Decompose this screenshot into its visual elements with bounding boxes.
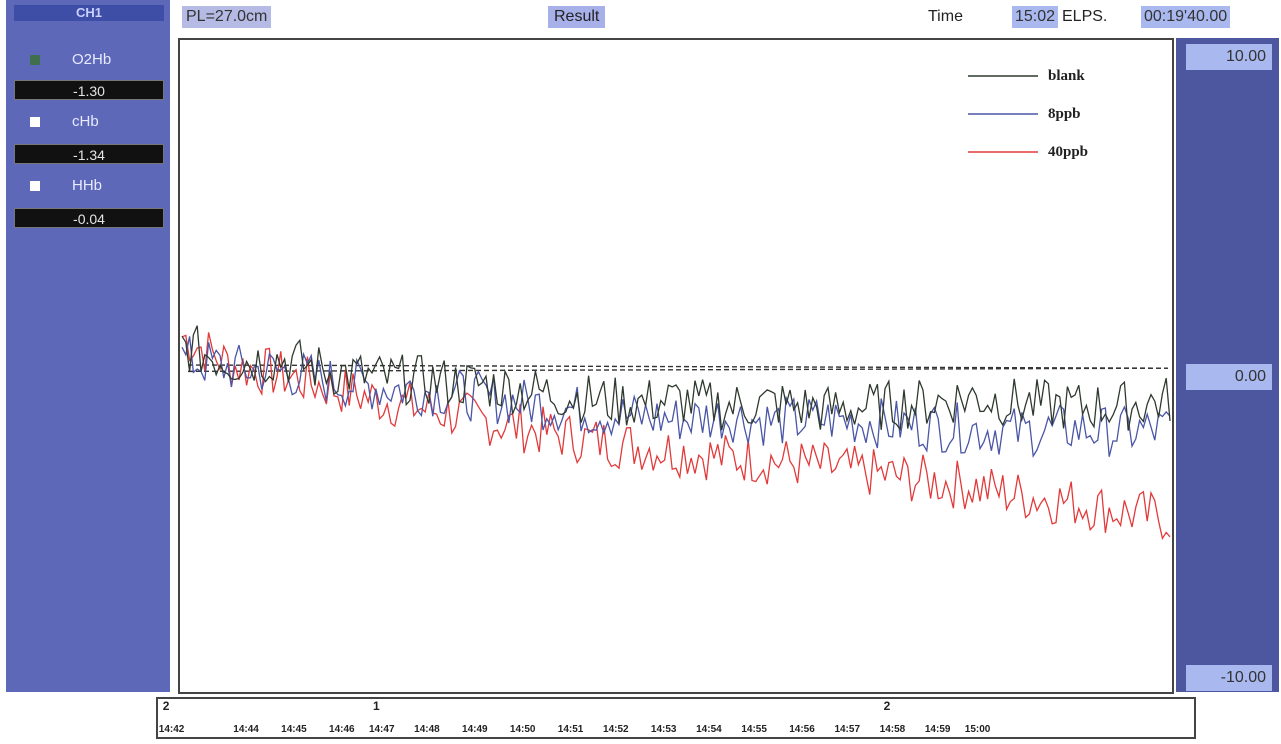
time-tick-label: 14:51: [557, 724, 584, 735]
o2hb-label: O2Hb: [72, 51, 112, 68]
time-tick-label: 14:46: [329, 724, 355, 735]
time-tick-label: 14:52: [603, 724, 629, 735]
hhb-value: -0.04: [14, 208, 164, 228]
o2hb-value: -1.30: [14, 80, 164, 100]
channel-item-o2hb[interactable]: O2Hb: [30, 50, 170, 70]
result-button[interactable]: Result: [548, 6, 606, 28]
time-tick-label: 15:00: [964, 724, 991, 735]
time-tick-label: 14:57: [834, 724, 861, 735]
channel-item-hhb[interactable]: HHb: [30, 176, 170, 196]
channel-item-chb[interactable]: cHb: [30, 112, 170, 132]
time-tick-label: 14:58: [879, 724, 906, 735]
scale-max-label: 10.00: [1186, 44, 1272, 70]
event-marker-label: 2: [883, 699, 891, 713]
chb-value: -1.34: [14, 144, 164, 164]
time-tick-label: 14:56: [789, 724, 815, 735]
time-tick-label: 14:54: [696, 724, 722, 735]
path-length-label: PL=27.0cm: [182, 6, 272, 28]
scale-zero-label: 0.00: [1186, 364, 1272, 390]
series-line-8ppb: [181, 336, 1171, 458]
hhb-label: HHb: [72, 177, 103, 194]
time-value: 15:02: [1012, 6, 1059, 28]
hhb-swatch-icon: [30, 181, 40, 191]
legend-label-blank: blank: [1048, 68, 1085, 84]
time-label: Time: [928, 8, 963, 25]
time-tick-label: 14:47: [368, 724, 395, 735]
series-line-40ppb: [181, 332, 1171, 540]
time-tick-label: 14:49: [462, 724, 488, 735]
elapsed-value: 00:19'40.00: [1141, 6, 1231, 28]
time-tick-label: 14:50: [509, 724, 536, 735]
time-tick-label: 14:55: [741, 724, 767, 735]
channel-header: CH1: [14, 5, 164, 21]
time-tick-label: 14:44: [233, 724, 259, 735]
o2hb-swatch-icon: [30, 55, 40, 65]
channel-panel: [6, 0, 170, 692]
time-tick-label: 14:59: [924, 724, 951, 735]
event-marker-label: 2: [162, 699, 170, 713]
reference-line: [187, 364, 1169, 369]
event-marker-label: 1: [372, 699, 380, 713]
time-tick-label: 14:53: [650, 724, 677, 735]
legend-label-40ppb: 40ppb: [1048, 144, 1088, 160]
chart-svg: blank 8ppb 40ppb: [181, 68, 1171, 540]
time-tick-label: 14:45: [281, 724, 307, 735]
chb-label: cHb: [72, 113, 99, 130]
elapsed-label: ELPS.: [1062, 8, 1108, 25]
time-axis: [156, 697, 1196, 739]
chb-swatch-icon: [30, 117, 40, 127]
legend-label-8ppb: 8ppb: [1048, 106, 1081, 122]
scale-min-label: -10.00: [1186, 665, 1272, 691]
reference-line: [187, 367, 1169, 373]
time-tick-label: 14:42: [158, 724, 185, 735]
time-tick-label: 14:48: [414, 724, 440, 735]
series-line-blank: [181, 325, 1171, 432]
